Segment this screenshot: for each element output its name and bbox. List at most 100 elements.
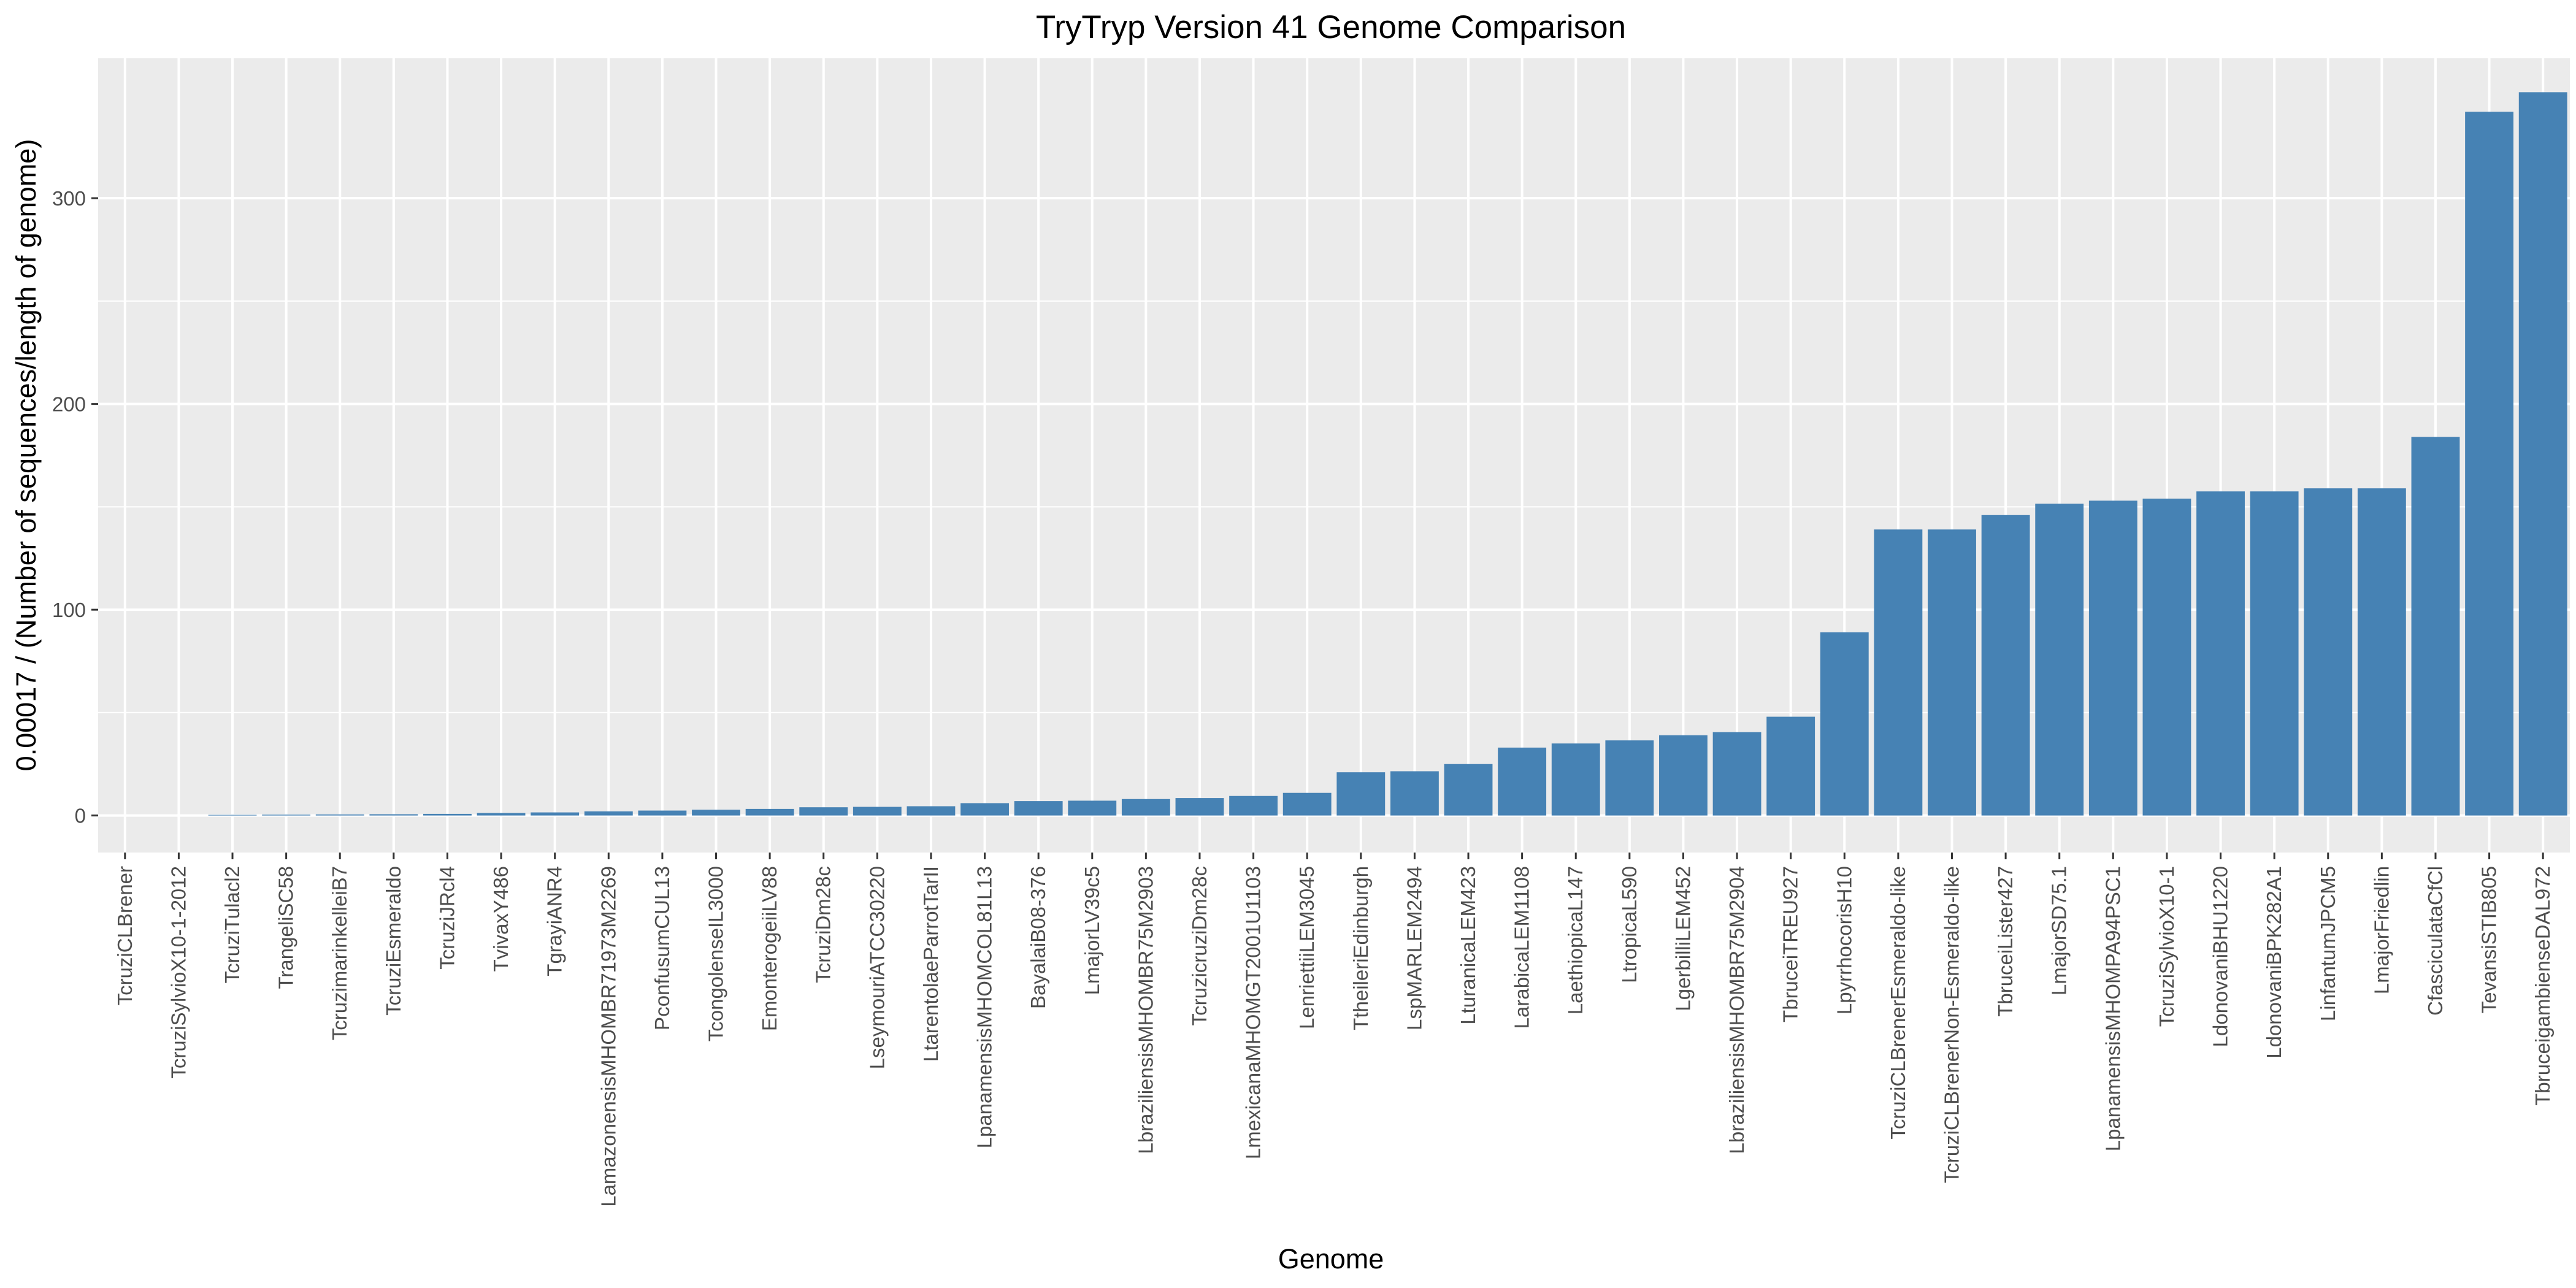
bars	[208, 92, 2567, 816]
x-tick-label: LmajorFriedlin	[2370, 866, 2393, 994]
bar-LtarentolaeParrotTarII	[907, 806, 956, 816]
bar-TcruziCLBrenerEsmeraldo-like	[1874, 529, 1923, 816]
bar-TcruziCLBrenerNon-Esmeraldo-like	[1928, 529, 1976, 816]
bar-LarabicaLEM1108	[1498, 747, 1547, 816]
bar-TbruceiLister427	[1981, 515, 2030, 816]
x-tick-label: LbraziliensisMHOMBR75M2904	[1725, 866, 1748, 1154]
bar-LbraziliensisMHOMBR75M2903	[1121, 799, 1170, 816]
bar-PconfusumCUL13	[638, 810, 687, 816]
x-tick-label: LtarentolaeParrotTarII	[919, 866, 942, 1062]
x-tick-label: TgrayiANR4	[543, 866, 566, 976]
bar-TcruziDm28c	[799, 807, 848, 816]
x-axis-title: Genome	[1278, 1243, 1384, 1275]
bar-TcruzimarinkelleiB7	[315, 814, 364, 816]
x-tick-label: EmonterogeiiLV88	[758, 866, 781, 1031]
x-tick-label: LseymouriATCC30220	[865, 866, 888, 1069]
x-tick-label: TevansiSTIB805	[2478, 866, 2501, 1013]
bar-TbruceigambienseDAL972	[2518, 92, 2567, 816]
x-tick-label: TcruziDm28c	[812, 866, 835, 983]
x-tick-label: TcruziSylvioX10-1	[2155, 866, 2178, 1027]
x-tick-label: TcruziCLBrenerNon-Esmeraldo-like	[1941, 866, 1963, 1183]
x-tick-label: CfasciculataCfCl	[2424, 866, 2447, 1016]
x-tick-label: TrangeliSC58	[275, 866, 297, 989]
bar-TcruziSylvioX10-1	[2142, 498, 2191, 816]
x-tick-label: LdonovaniBPK282A1	[2263, 866, 2285, 1059]
x-tick-label: TcruzimarinkelleiB7	[328, 866, 351, 1040]
x-tick-label: LmajorLV39c5	[1081, 866, 1103, 995]
bar-LpyrrhocorisH10	[1820, 632, 1869, 816]
bar-LgerbilliLEM452	[1659, 735, 1708, 816]
y-tick-label: 300	[52, 187, 86, 210]
x-tick-label: LspMARLEM2494	[1403, 866, 1425, 1030]
bar-CfasciculataCfCl	[2411, 437, 2460, 816]
x-tick-label: LdonovaniBHU1220	[2209, 866, 2232, 1047]
bar-BayalaiB08-376	[1014, 801, 1063, 816]
x-tick-label: TcruziSylvioX10-1-2012	[167, 866, 190, 1079]
bar-TvivaxY486	[477, 813, 526, 816]
y-tick-label: 0	[75, 805, 86, 827]
x-tick-label: TbruceiTREU927	[1779, 866, 1802, 1022]
y-tick-label: 200	[52, 393, 86, 416]
x-tick-label: LgerbilliLEM452	[1671, 866, 1694, 1011]
bar-LpanamensisMHOMPA94PSC1	[2088, 500, 2137, 816]
x-tick-label: TbruceiLister427	[1994, 866, 2017, 1017]
bar-LamazonensisMHOMBR71973M2269	[584, 811, 633, 816]
x-tick-label: LpanamensisMHOMCOL81L13	[973, 866, 996, 1148]
x-tick-label: TcruziEsmeraldo	[382, 866, 405, 1016]
bar-LdonovaniBHU1220	[2196, 491, 2245, 816]
bar-TcruzicruziDm28c	[1175, 798, 1224, 816]
x-tick-label: LtropicaL590	[1618, 866, 1641, 983]
x-tick-label: PconfusumCUL13	[651, 866, 673, 1030]
x-tick-label: LenriettiiLEM3045	[1295, 866, 1318, 1029]
bar-LenriettiiLEM3045	[1282, 792, 1332, 816]
x-tick-label: TcruziCLBrenerEsmeraldo-like	[1887, 866, 1909, 1140]
x-axis: TcruziCLBrener TcruziSylvioX10-1-2012 Tcru…	[113, 853, 2554, 1207]
x-tick-label: TcongolenseIL3000	[705, 866, 727, 1041]
bar-TcruziTulacl2	[208, 815, 257, 816]
x-tick-label: LturanicaLEM423	[1457, 866, 1479, 1025]
x-tick-label: LarabicaLEM1108	[1511, 866, 1533, 1029]
x-tick-label: LinfantumJPCM5	[2317, 866, 2339, 1021]
bar-LaethiopicaL147	[1551, 743, 1600, 816]
x-tick-label: TcruzicruziDm28c	[1188, 866, 1211, 1025]
bar-TcruziJRcl4	[423, 813, 472, 816]
x-tick-label: LpanamensisMHOMPA94PSC1	[2101, 866, 2124, 1151]
x-tick-label: LmexicanaMHOMGT2001U1103	[1242, 866, 1265, 1159]
bar-EmonterogeiiLV88	[745, 808, 794, 816]
bar-LmexicanaMHOMGT2001U1103	[1229, 795, 1278, 816]
x-tick-label: TcruziJRcl4	[435, 866, 458, 970]
bar-TtheileriEdinburgh	[1336, 772, 1386, 816]
bar-TevansiSTIB805	[2465, 112, 2514, 816]
bar-TbruceiTREU927	[1766, 716, 1815, 816]
x-tick-label: TvivaxY486	[489, 866, 512, 972]
x-tick-label: TbruceigambienseDAL972	[2531, 866, 2554, 1106]
bar-LpanamensisMHOMCOL81L13	[960, 803, 1009, 816]
bar-LdonovaniBPK282A1	[2250, 491, 2299, 816]
bar-LinfantumJPCM5	[2304, 488, 2353, 816]
x-tick-label: LbraziliensisMHOMBR75M2903	[1134, 866, 1157, 1154]
bar-TcruziEsmeraldo	[369, 814, 418, 816]
y-axis-title: 0.00017 / (Number of sequences/length of…	[10, 139, 42, 772]
x-tick-label: TcruziTulacl2	[221, 866, 243, 983]
bar-LmajorSD75.1	[2035, 504, 2084, 816]
bar-LturanicaLEM423	[1444, 764, 1493, 816]
x-tick-label: LpyrrhocorisH10	[1833, 866, 1855, 1014]
bar-LspMARLEM2494	[1390, 771, 1439, 816]
bar-LtropicaL590	[1605, 740, 1654, 816]
bar-LmajorLV39c5	[1068, 800, 1117, 816]
y-tick-label: 100	[52, 599, 86, 621]
bar-LbraziliensisMHOMBR75M2904	[1712, 732, 1761, 816]
x-tick-label: LamazonensisMHOMBR71973M2269	[597, 866, 619, 1207]
chart-title: TryTryp Version 41 Genome Comparison	[1036, 9, 1626, 45]
x-tick-label: BayalaiB08-376	[1027, 866, 1049, 1009]
x-tick-label: LaethiopicaL147	[1564, 866, 1587, 1014]
x-tick-label: LmajorSD75.1	[2048, 866, 2071, 995]
bar-TcongolenseIL3000	[692, 810, 740, 816]
bar-LmajorFriedlin	[2357, 488, 2406, 816]
bar-TgrayiANR4	[531, 812, 580, 816]
x-tick-label: TcruziCLBrener	[113, 866, 136, 1005]
x-tick-label: TtheileriEdinburgh	[1349, 866, 1372, 1030]
y-axis: 0 100 200 300	[52, 187, 98, 827]
bar-LseymouriATCC30220	[853, 807, 902, 816]
